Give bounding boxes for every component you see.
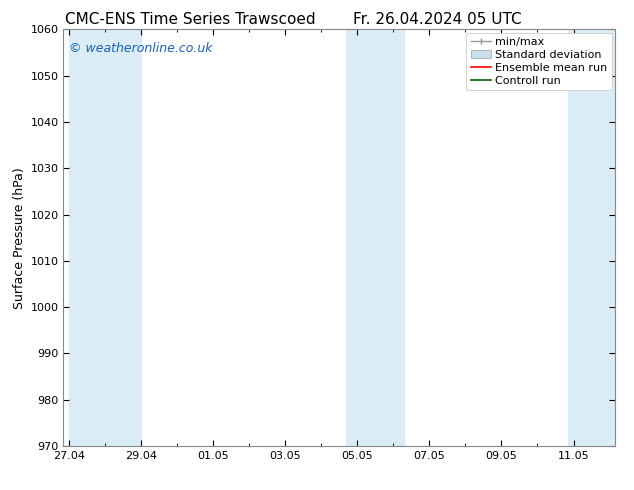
Bar: [346, 29, 404, 446]
Y-axis label: Surface Pressure (hPa): Surface Pressure (hPa): [13, 167, 26, 309]
Text: © weatheronline.co.uk: © weatheronline.co.uk: [69, 42, 212, 55]
Bar: [568, 29, 615, 446]
Legend: min/max, Standard deviation, Ensemble mean run, Controll run: min/max, Standard deviation, Ensemble me…: [466, 33, 612, 90]
Bar: [69, 29, 141, 446]
Text: CMC-ENS Time Series Trawscoed: CMC-ENS Time Series Trawscoed: [65, 12, 316, 27]
Text: Fr. 26.04.2024 05 UTC: Fr. 26.04.2024 05 UTC: [353, 12, 522, 27]
